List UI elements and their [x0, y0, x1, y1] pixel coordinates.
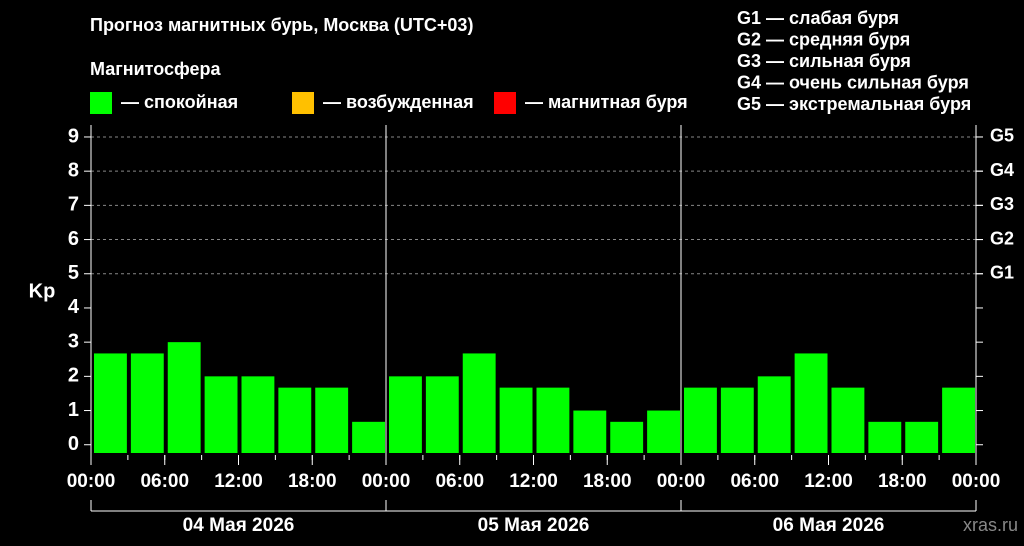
bar: [94, 353, 127, 453]
bar: [167, 342, 201, 453]
y-tick-label: 0: [68, 433, 79, 455]
bar: [462, 353, 496, 453]
x-tick-label: 18:00: [878, 471, 927, 492]
bar: [204, 376, 238, 453]
y-tick-label: 6: [68, 228, 79, 250]
y2-tick-label: G1: [990, 263, 1014, 283]
y-tick-label: 2: [68, 365, 79, 387]
bar: [536, 387, 570, 453]
x-tick-label: 18:00: [583, 471, 632, 492]
g-scale-item: G5 — экстремальная буря: [737, 94, 971, 114]
bar: [610, 421, 644, 453]
bar: [794, 353, 828, 453]
x-tick-label: 12:00: [214, 471, 263, 492]
x-tick-label: 06:00: [140, 471, 189, 492]
bar: [757, 376, 791, 453]
x-tick-label: 00:00: [362, 471, 411, 492]
legend-swatch: [90, 92, 112, 114]
bar: [868, 421, 902, 453]
bar: [389, 376, 422, 453]
bar: [130, 353, 164, 453]
legend-label: — возбужденная: [323, 92, 474, 112]
legend-title: Магнитосфера: [90, 59, 222, 79]
bar: [905, 421, 939, 453]
y2-tick-label: G5: [990, 126, 1014, 146]
bar: [278, 387, 312, 453]
y2-tick-label: G3: [990, 194, 1014, 214]
y-tick-label: 1: [68, 399, 79, 421]
y-axis-label: Kp: [29, 280, 56, 302]
chart-title: Прогноз магнитных бурь, Москва (UTC+03): [90, 15, 473, 35]
day-label: 04 Мая 2026: [183, 515, 295, 536]
y-tick-label: 7: [68, 194, 79, 216]
g-scale-item: G3 — сильная буря: [737, 51, 911, 71]
g-scale-item: G2 — средняя буря: [737, 29, 910, 49]
legend-label: — магнитная буря: [525, 92, 688, 112]
y-tick-label: 8: [68, 159, 79, 181]
x-tick-label: 18:00: [288, 471, 337, 492]
watermark: xras.ru: [963, 515, 1018, 535]
day-label: 05 Мая 2026: [478, 515, 590, 536]
x-tick-label: 00:00: [952, 471, 1001, 492]
bar: [352, 421, 385, 453]
bar: [315, 387, 349, 453]
bar: [241, 376, 275, 453]
bar: [942, 387, 975, 453]
y-tick-label: 9: [68, 125, 79, 147]
bar: [425, 376, 459, 453]
bar: [573, 410, 607, 453]
y-tick-label: 3: [68, 330, 79, 352]
x-tick-label: 12:00: [509, 471, 558, 492]
legend-swatch: [494, 92, 516, 114]
legend-label: — спокойная: [121, 92, 238, 112]
legend-swatch: [292, 92, 314, 114]
g-scale-item: G1 — слабая буря: [737, 8, 899, 28]
y2-tick-label: G2: [990, 228, 1014, 248]
y2-tick-label: G4: [990, 160, 1014, 180]
g-scale-item: G4 — очень сильная буря: [737, 72, 969, 92]
x-tick-label: 00:00: [67, 471, 116, 492]
x-tick-label: 06:00: [435, 471, 484, 492]
bar: [720, 387, 754, 453]
bar: [499, 387, 533, 453]
x-tick-label: 00:00: [657, 471, 706, 492]
x-tick-label: 06:00: [730, 471, 779, 492]
bar: [831, 387, 865, 453]
bar: [684, 387, 717, 453]
x-tick-label: 12:00: [804, 471, 853, 492]
y-tick-label: 5: [68, 262, 79, 284]
day-label: 06 Мая 2026: [773, 515, 885, 536]
y-tick-label: 4: [68, 296, 80, 318]
bar: [647, 410, 680, 453]
